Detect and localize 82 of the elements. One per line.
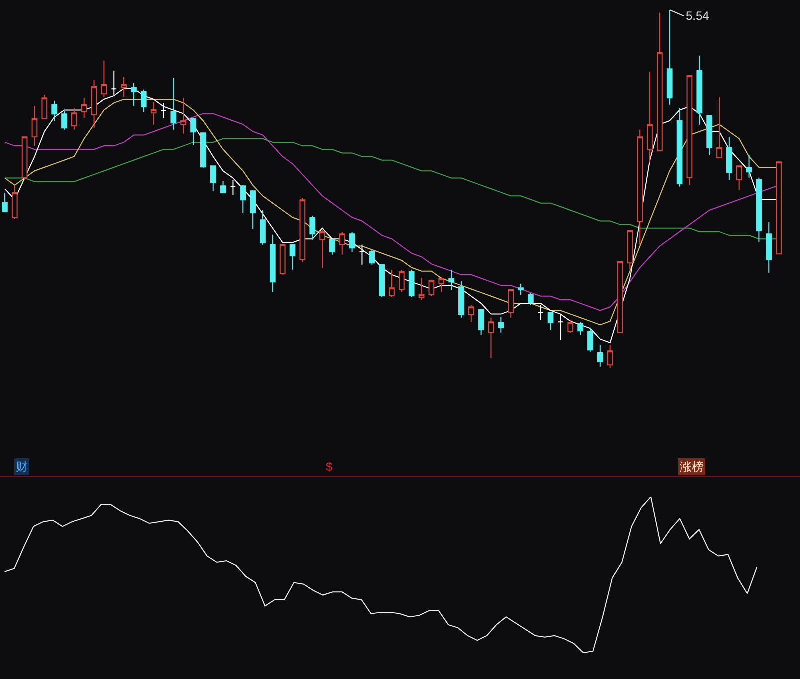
candlestick [270,234,276,293]
candlestick [140,89,147,113]
candlestick [627,230,634,270]
candlestick [716,96,722,158]
candlestick [320,230,326,269]
candlestick [508,289,514,318]
candlestick [280,244,286,276]
candlestick [746,154,752,178]
candlestick [81,98,88,119]
candlestick [12,186,18,220]
candlestick [528,292,534,306]
candlestick [448,269,454,290]
text: 财 [16,460,28,474]
candlestick [607,344,614,368]
text: 涨榜 [680,460,704,474]
candlestick [686,75,693,186]
candlestick [32,105,38,147]
candlestick [696,55,703,126]
candlestick [160,102,167,119]
candlestick [180,98,187,134]
candlestick [617,262,624,334]
candlestick [131,82,137,106]
candlestick [438,276,445,293]
candlestick [72,108,78,130]
candlestick [240,184,246,214]
candlestick [190,118,196,146]
candlestick [2,192,8,212]
candlestick [578,322,584,336]
candlestick [379,264,386,298]
candlestick [359,244,366,266]
candlestick [568,320,574,334]
candlestick [558,314,564,341]
candlestick [330,239,336,256]
candlestick [776,162,782,255]
candlestick [657,12,663,152]
candlestick [42,94,48,120]
candlestick [339,231,346,256]
candlestick [101,60,108,98]
candlestick [300,197,306,263]
candlestick [478,310,484,336]
candlestick [518,283,524,296]
candlestick [498,316,504,334]
candlestick [408,269,415,298]
candlestick [369,249,376,266]
candlestick [170,78,177,130]
candlestick [220,180,226,194]
candlestick [637,129,644,246]
candlestick [210,166,216,192]
candlestick [398,269,405,293]
annotation: 5.54 [686,9,710,23]
candlestick [91,80,98,129]
candlestick [726,136,732,181]
candlestick [389,269,395,298]
candlestick [150,102,157,126]
candlestick [22,136,28,181]
candlestick [706,115,712,156]
candlestick [666,10,673,106]
candlestick [458,280,464,318]
candlestick [548,312,554,331]
candlestick [488,317,494,358]
candlestick [756,177,762,242]
candlestick [647,71,653,164]
candlestick [62,110,68,130]
candlestick [468,304,474,323]
candlestick [597,344,604,368]
candlestick [310,215,316,240]
candlestick [230,180,236,196]
candlestick [200,132,206,168]
candlestick [736,166,742,191]
candlestick [766,221,772,274]
candlestick [428,279,435,297]
candlestick [588,327,594,352]
candlestick [121,76,127,98]
candlestick [349,231,356,253]
candlestick [538,304,544,321]
candlestick [418,278,425,300]
candlestick [676,108,683,188]
candlestick [260,210,266,246]
candlestick [290,244,296,270]
text: $ [326,460,333,474]
candlestick [250,190,256,230]
candlestick [52,100,58,122]
